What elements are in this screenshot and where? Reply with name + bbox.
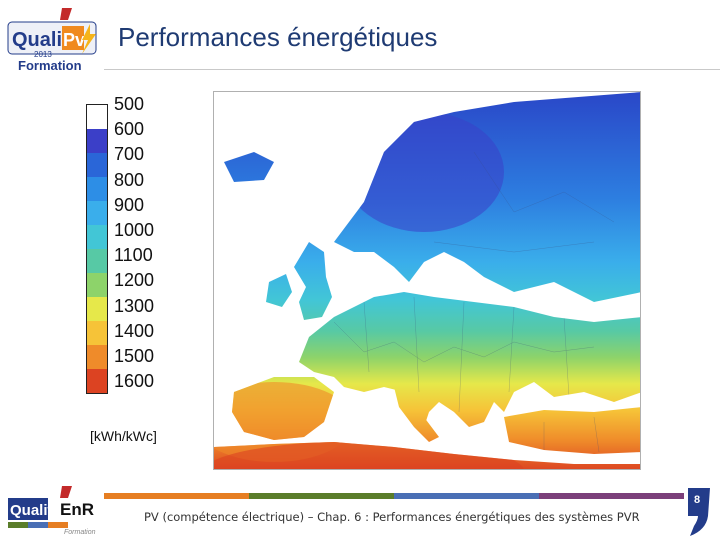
legend-swatch [87, 249, 107, 273]
map-svg [214, 92, 640, 469]
legend-label: 900 [114, 194, 145, 215]
legend-swatch [87, 225, 107, 249]
header-divider [104, 69, 720, 70]
legend-label: 1000 [114, 220, 155, 240]
enr-logo-subtitle: Formation [64, 529, 96, 536]
footer-bar [394, 493, 539, 499]
quali-pv-logo: Quali Pv 2013 Formation [6, 6, 100, 73]
logo-subtitle: Formation [18, 58, 82, 72]
legend-label: 1200 [114, 270, 155, 291]
legend-swatch [87, 201, 107, 225]
legend-label: 500 [114, 94, 145, 114]
footer-bar [249, 493, 394, 499]
legend-unit: [kWh/kWc] [90, 428, 157, 444]
map-legend: 500 600 700 800 900 1000 1100 1200 1300 1400 1500 1… [86, 94, 186, 444]
legend-label: 1500 [114, 346, 155, 366]
europe-irradiation-map [213, 91, 641, 470]
legend-swatch [87, 129, 107, 153]
legend-label: 700 [114, 144, 145, 165]
slide-title: Performances énergétiques [118, 22, 438, 52]
enr-logo-text-a: Qualit [10, 502, 53, 519]
legend-label: 1400 [114, 320, 155, 341]
footer-color-bars [104, 493, 684, 499]
page-mark-icon [684, 486, 714, 538]
legend-swatch [87, 273, 107, 297]
legend-label: 1600 [114, 371, 155, 392]
legend-swatch [87, 177, 107, 201]
legend-swatch [87, 345, 107, 369]
legend-swatch [87, 369, 107, 393]
logo-year: 2013 [34, 50, 52, 59]
logo-brand: Quali [12, 29, 62, 51]
footer-bar [104, 493, 249, 499]
footer-bar [539, 493, 684, 499]
legend-label: 1300 [114, 295, 155, 316]
legend-color-bar [86, 104, 108, 394]
legend-swatch [87, 153, 107, 177]
qualit-enr-logo: Qualit EnR Formation [6, 486, 100, 536]
legend-label: 1100 [114, 245, 153, 266]
legend-swatch [87, 321, 107, 345]
legend-swatch [87, 297, 107, 321]
legend-label: 600 [114, 119, 145, 140]
footer-caption: PV (compétence électrique) – Chap. 6 : P… [144, 510, 640, 524]
logo-brand-accent: Pv [63, 30, 85, 50]
enr-logo-text-b: EnR [60, 500, 94, 519]
legend-swatch [87, 105, 107, 129]
page-number: 8 [694, 494, 701, 506]
legend-label: 800 [114, 169, 145, 190]
